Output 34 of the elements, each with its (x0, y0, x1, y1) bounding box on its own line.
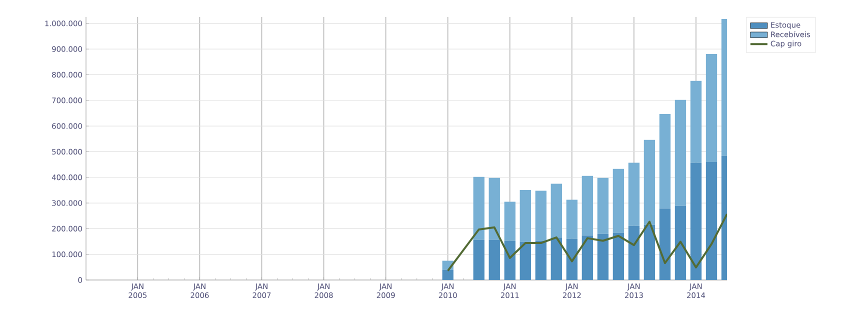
bar (628, 226, 640, 280)
bar (690, 80, 702, 163)
bar (674, 100, 686, 206)
bar (566, 200, 578, 239)
bar (535, 190, 546, 241)
bar (488, 240, 500, 280)
bar (597, 234, 609, 280)
line-series (446, 213, 728, 272)
bar (659, 114, 671, 209)
bar (535, 240, 546, 280)
bar (612, 232, 624, 280)
bar (612, 168, 624, 233)
bar (550, 184, 562, 238)
bar (644, 140, 656, 225)
bar (473, 176, 484, 240)
bar (520, 190, 531, 242)
bar (644, 224, 656, 280)
bar (473, 240, 484, 280)
bar (520, 242, 531, 280)
bar (582, 176, 594, 236)
bar (582, 236, 594, 280)
bar (504, 240, 516, 280)
bar (550, 238, 562, 280)
bar (488, 178, 500, 240)
bar (659, 208, 671, 280)
bar (442, 270, 454, 280)
bar (504, 202, 516, 241)
bar (706, 54, 718, 162)
bar (690, 162, 702, 280)
bar (566, 238, 578, 280)
bar (597, 178, 609, 234)
bar (674, 206, 686, 280)
bar (628, 162, 640, 226)
bar (706, 162, 718, 280)
